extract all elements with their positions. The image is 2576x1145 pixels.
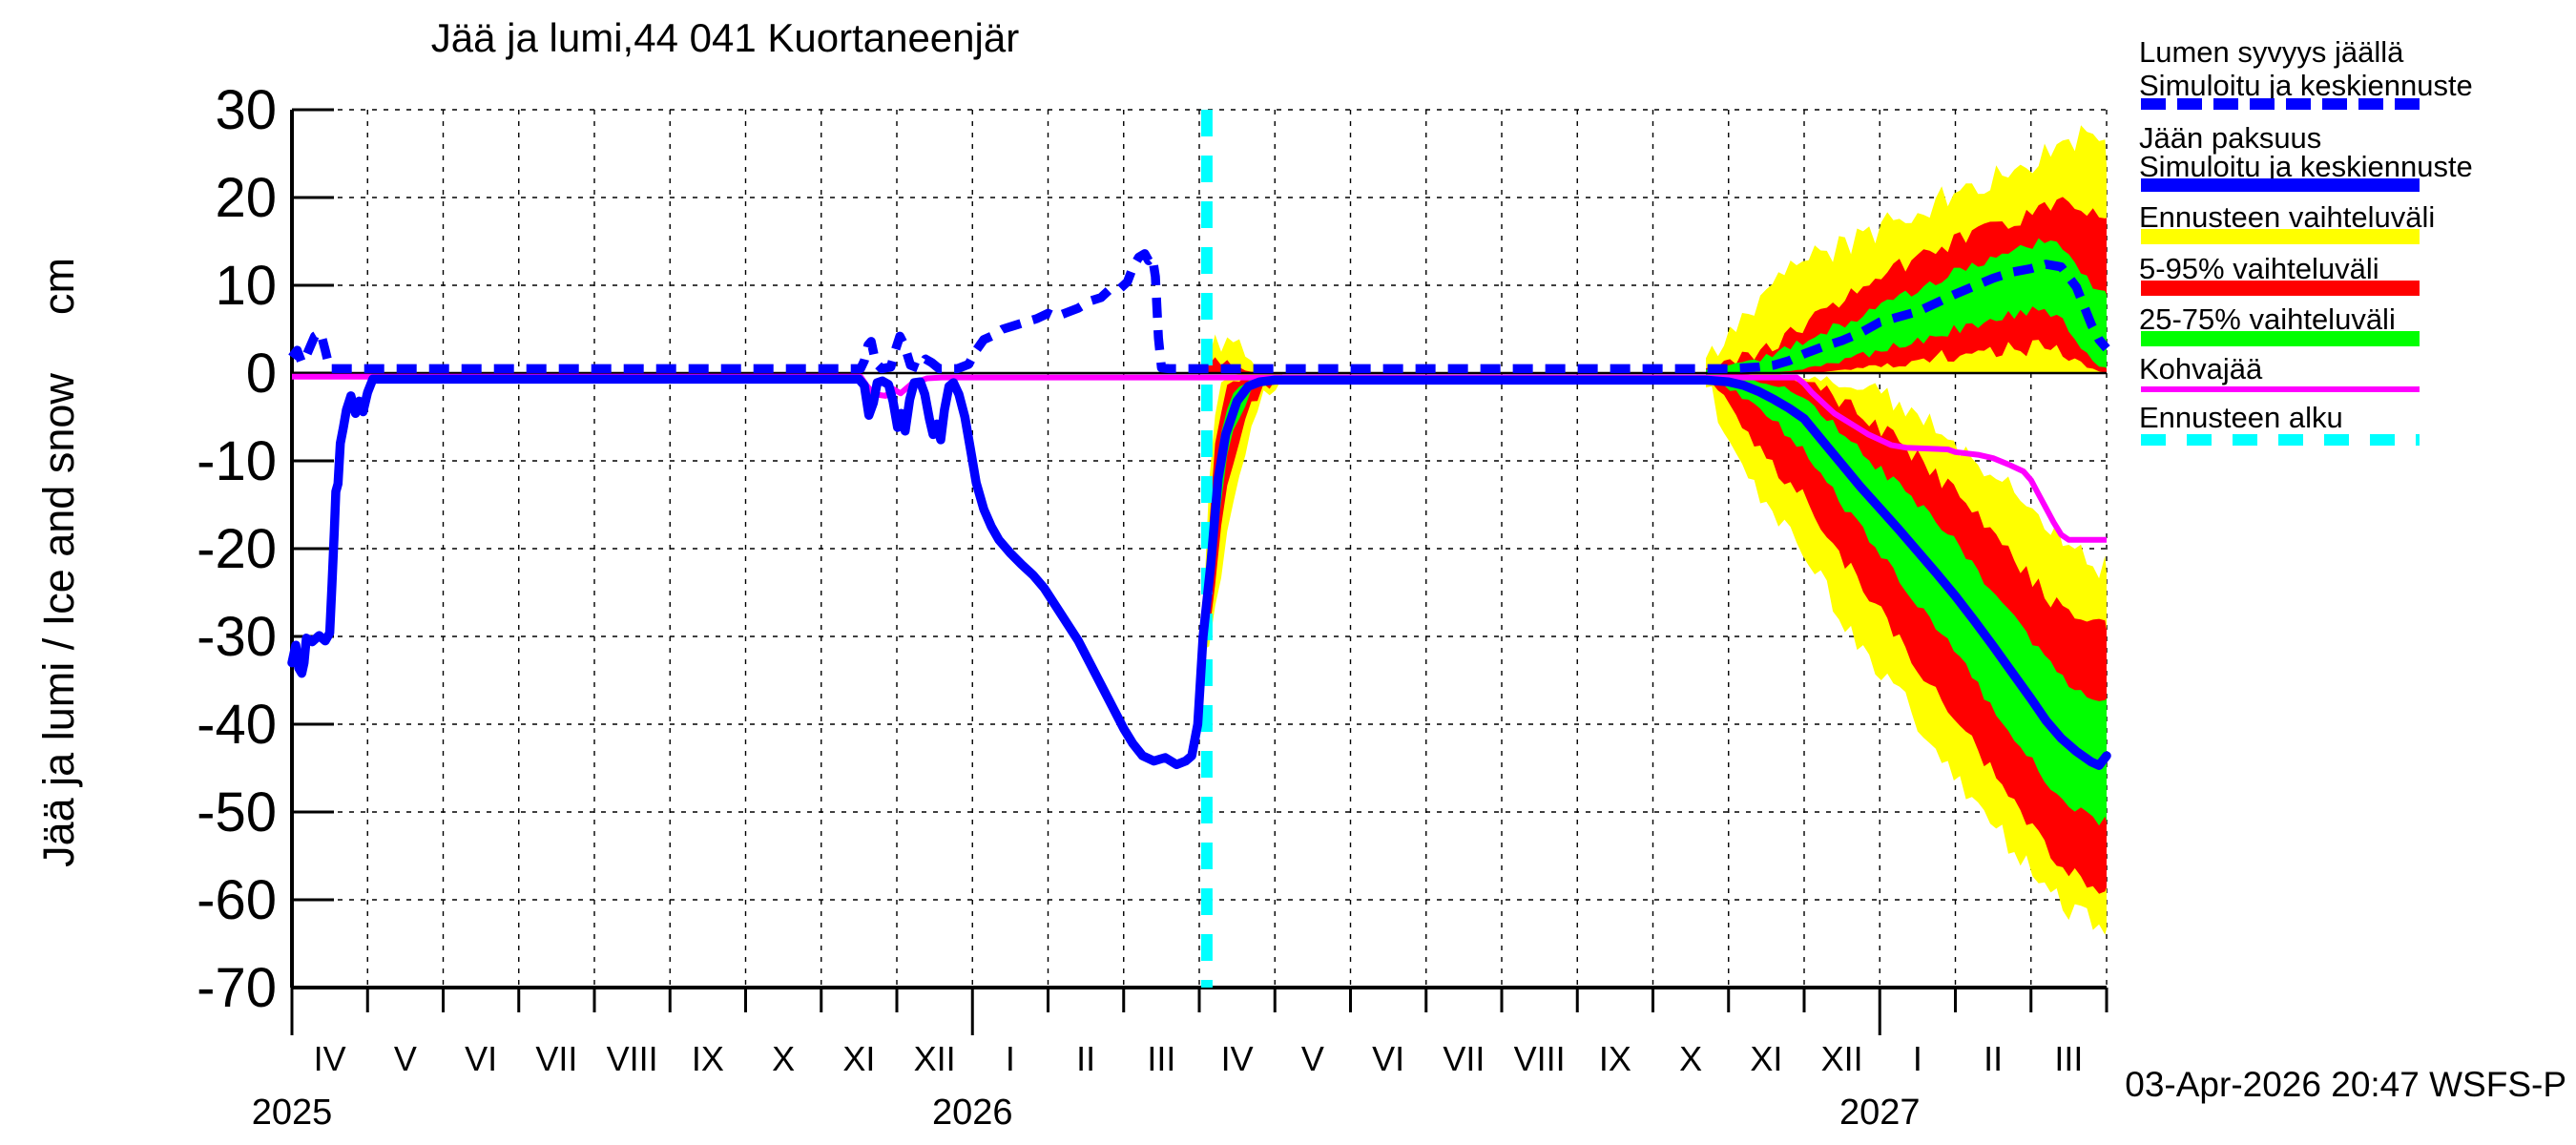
x-month-label: VII [1443,1039,1485,1078]
y-tick-label: 30 [215,79,277,141]
y-tick-label: -40 [197,694,277,756]
band-ice-winter-red [1706,373,2107,894]
legend-item-label: Jään paksuus [2139,121,2322,155]
x-month-label: XI [842,1039,875,1078]
x-month-label: III [2054,1039,2083,1078]
x-month-label: XII [914,1039,956,1078]
x-year-label: 2025 [252,1093,333,1133]
x-month-label: XI [1750,1039,1782,1078]
legend-item-label: 5-95% vaihteluväli [2139,252,2379,285]
x-month-label: IV [314,1039,346,1078]
legend-item-label: Ennusteen alku [2139,401,2343,434]
legend-item-label: Simuloitu ja keskiennuste [2139,150,2473,183]
y-tick-label: -10 [197,430,277,492]
chart-title: Jää ja lumi,44 041 Kuortaneenjär [430,15,1020,60]
x-month-label: II [1076,1039,1095,1078]
legend-swatch-0000ff [2141,98,2420,110]
x-month-label: X [772,1039,795,1078]
x-month-label: II [1984,1039,2003,1078]
band-ice-winter-green [1706,373,2107,826]
x-year-label: 2026 [932,1093,1013,1133]
chart-legend: Lumen syvyys jäällä Simuloitu ja keskienn… [2139,0,2576,725]
x-month-label: V [394,1039,417,1078]
x-month-label: VIII [1514,1039,1566,1078]
x-month-label: X [1679,1039,1702,1078]
x-month-label: V [1301,1039,1324,1078]
band-ice-winter-yellow [1706,373,2107,935]
y-tick-label: -70 [197,957,277,1019]
y-tick-label: -60 [197,869,277,931]
x-month-label: IV [1221,1039,1254,1078]
legend-item-label: Simuloitu ja keskiennuste [2139,69,2473,102]
y-tick-label: 0 [246,343,277,405]
timestamp-label: 03-Apr-2026 20:47 WSFS-P [2125,1065,2566,1104]
legend-swatch-ff00ff [2141,386,2420,392]
legend-swatch-00ffff [2141,434,2420,446]
y-tick-label: -30 [197,606,277,668]
y-tick-label: 20 [215,167,277,229]
band-snow-spring-yellow [1203,334,1283,373]
legend-item-label: 25-75% vaihteluväli [2139,302,2396,336]
legend-swatch-ffff00 [2141,229,2420,244]
series-ice-thickness-line [287,374,2111,770]
x-month-label: IX [1599,1039,1631,1078]
y-tick-label: -50 [197,781,277,843]
x-month-label: VI [465,1039,497,1078]
x-year-label: 2027 [1839,1093,1921,1133]
x-month-label: III [1147,1039,1175,1078]
legend-swatch-ff0000 [2141,281,2420,296]
band-snow-winter-green [1706,238,2107,373]
legend-swatch-0000ff [2141,178,2420,192]
series-kohvajaa-line [292,373,2107,543]
x-month-label: XII [1821,1039,1863,1078]
y-tick-label: 10 [215,255,277,317]
x-month-label: VIII [607,1039,658,1078]
legend-swatch-00ff00 [2141,331,2420,346]
legend-item-label: Ennusteen vaihteluväli [2139,200,2436,234]
y-tick-label: -20 [197,518,277,580]
x-month-label: VII [535,1039,577,1078]
band-snow-winter-red [1706,197,2107,373]
legend-item-label: Lumen syvyys jäällä [2139,35,2404,69]
legend-item-label: Kohvajää [2139,352,2263,385]
x-month-label: IX [692,1039,724,1078]
series-snow-depth-line [288,249,2110,374]
x-month-label: I [1006,1039,1015,1078]
x-month-label: VI [1372,1039,1404,1078]
x-month-label: I [1913,1039,1922,1078]
